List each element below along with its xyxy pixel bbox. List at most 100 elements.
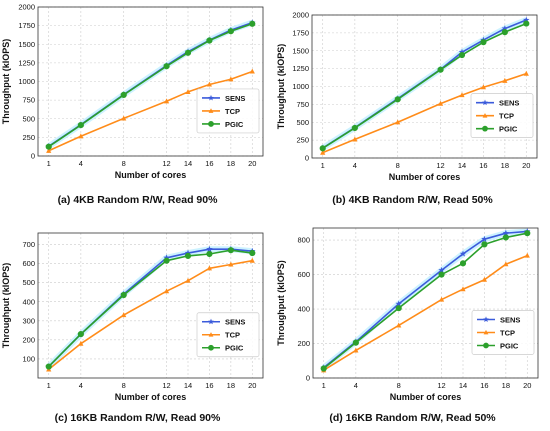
chart-c-ytick-label: 700 <box>22 240 35 249</box>
chart-a-point-pgic <box>120 91 127 99</box>
chart-d-legend-marker <box>483 316 489 323</box>
chart-d-point-tcp <box>460 286 466 292</box>
chart-b-legend-marker <box>482 99 488 106</box>
chart-c-legend-item: SENS <box>202 318 245 327</box>
chart-c-xlabel: Number of cores <box>115 392 187 402</box>
chart-b-point-pgic <box>501 29 508 36</box>
chart-a-point-tcp <box>46 147 52 153</box>
chart-b-legend-marker <box>482 113 488 118</box>
chart-c-xtick-label: 12 <box>162 381 170 390</box>
chart-d-line-sens <box>323 230 528 369</box>
chart-d-legend-item: PGIC <box>477 341 519 350</box>
chart-c-point-tcp <box>163 288 170 294</box>
chart-d-xtick-label: 12 <box>437 381 445 390</box>
chart-c-legend-label: SENS <box>225 318 245 327</box>
chart-b-point-pgic <box>351 124 358 132</box>
chart-a-legend-label: TCP <box>225 107 240 116</box>
chart-c-point-sens <box>184 249 192 256</box>
chart-b-point-tcp <box>320 149 326 155</box>
chart-b-ytick-label: 0 <box>305 154 309 163</box>
chart-c-ytick-label: 600 <box>22 259 35 268</box>
chart-b-xtick-label: 8 <box>396 161 400 170</box>
chart-a-xtick-label: 16 <box>205 159 213 168</box>
chart-c-xtick-label: 20 <box>248 381 256 390</box>
chart-b-point-tcp <box>459 92 465 98</box>
chart-d-point-tcp <box>524 252 530 258</box>
chart-a-point-pgic <box>184 49 192 56</box>
chart-b-series-pgic <box>319 20 530 152</box>
chart-b-xtick-label: 4 <box>353 161 357 170</box>
chart-b-legend-item: PGIC <box>476 124 518 133</box>
chart-b-point-pgic <box>394 96 401 103</box>
chart-c-legend-label: TCP <box>225 331 240 340</box>
chart-b-legend-label: TCP <box>499 111 514 120</box>
chart-c-xtick-label: 16 <box>205 381 213 390</box>
chart-c-ylabel: Throughput (kIOPS) <box>1 263 11 349</box>
chart-c-ytick-label: 200 <box>22 335 35 344</box>
chart-c-point-tcp <box>185 277 191 283</box>
chart-c-point-pgic <box>77 331 84 338</box>
chart-a-frame <box>37 6 264 157</box>
chart-a-ytick-label: 500 <box>22 114 35 123</box>
chart-d-xtick-label: 14 <box>459 381 467 390</box>
chart-d-point-tcp <box>438 296 445 302</box>
chart-d-xlabel: Number of cores <box>390 392 462 402</box>
chart-d-legend-label: PGIC <box>500 341 519 350</box>
chart-d-point-pgic <box>438 271 445 278</box>
chart-b-ytick-label: 500 <box>296 118 309 127</box>
chart-d-point-tcp <box>353 347 359 353</box>
chart-a-xtick-label: 14 <box>184 159 192 168</box>
chart-c-frame <box>37 232 264 379</box>
chart-b-point-tcp <box>480 84 487 90</box>
chart-a-legend-item: TCP <box>202 107 240 116</box>
chart-a-point-tcp <box>185 89 191 95</box>
chart-d-ytick-label: 400 <box>297 305 310 314</box>
chart-b-xtick-label: 18 <box>501 161 509 170</box>
chart-b-line-tcp <box>322 72 527 154</box>
chart-b-ytick-label: 1750 <box>292 28 309 37</box>
chart-c-series-pgic <box>45 247 256 370</box>
chart-a-point-tcp <box>228 76 234 82</box>
chart-c-point-pgic <box>249 249 256 257</box>
chart-a-legend: SENS TCP PGIC <box>196 88 260 134</box>
chart-b-caption: (b) 4KB Random R/W, Read 50% <box>332 194 493 206</box>
chart-a-caption: (a) 4KB Random R/W, Read 90% <box>57 194 218 206</box>
chart-d-xtick-label: 20 <box>523 381 531 390</box>
chart-d-xtick-label: 16 <box>480 381 488 390</box>
chart-c-ytick-label: 100 <box>22 355 35 364</box>
chart-a-point-tcp <box>249 68 255 74</box>
chart-c-point-pgic <box>120 291 127 299</box>
chart-d-legend-marker <box>483 342 489 349</box>
chart-b-point-sens <box>523 16 530 23</box>
chart-c-point-tcp <box>78 340 84 346</box>
chart-c-legend-label: PGIC <box>225 344 244 353</box>
chart-b-xlabel: Number of cores <box>389 172 461 182</box>
chart-a-legend-marker <box>208 94 214 101</box>
chart-a-series-pgic <box>45 20 256 150</box>
chart-a-ytick-label: 1500 <box>18 40 35 49</box>
chart-c-legend-marker <box>208 318 214 325</box>
chart-b-point-tcp <box>352 136 358 142</box>
chart-a-xtick-label: 18 <box>227 159 235 168</box>
chart-c-legend-item: PGIC <box>202 344 244 353</box>
chart-b-point-tcp <box>523 70 529 76</box>
chart-c-point-sens <box>206 245 213 252</box>
chart-d-frame <box>312 227 539 379</box>
chart-a-legend-marker <box>208 108 214 113</box>
chart-c-xtick-label: 14 <box>184 381 192 390</box>
chart-c-ytick-label: 400 <box>22 297 35 306</box>
chart-a-legend-item: PGIC <box>202 120 244 129</box>
chart-d-xtick-label: 4 <box>354 381 358 390</box>
chart-d-legend-marker <box>483 329 489 335</box>
chart-c-legend-marker <box>208 332 214 337</box>
chart-a-point-pgic <box>77 121 84 129</box>
chart-b-legend-label: PGIC <box>499 124 518 133</box>
chart-b-legend-label: SENS <box>499 98 519 107</box>
chart-c-xtick-label: 18 <box>227 381 235 390</box>
chart-panel-c: 100 200 300 400 500 600 700 1 4 8 12 14 16 18 20 Number… <box>0 216 275 431</box>
chart-c-xtick-label: 4 <box>79 381 83 390</box>
